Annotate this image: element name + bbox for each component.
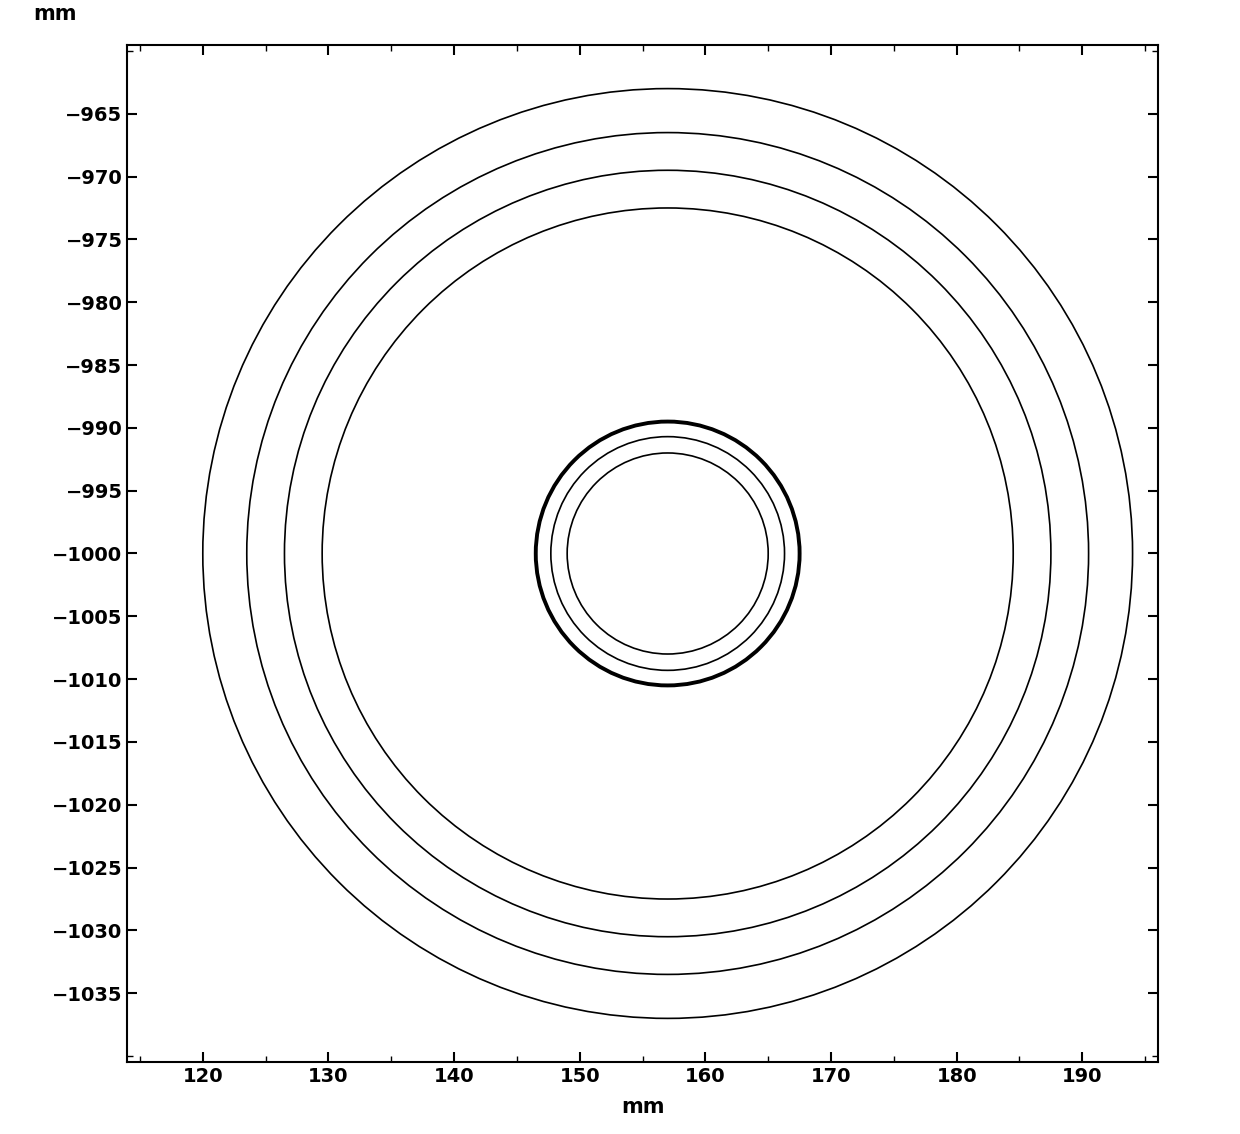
X-axis label: mm: mm — [621, 1098, 665, 1117]
Y-axis label: mm: mm — [33, 5, 77, 24]
